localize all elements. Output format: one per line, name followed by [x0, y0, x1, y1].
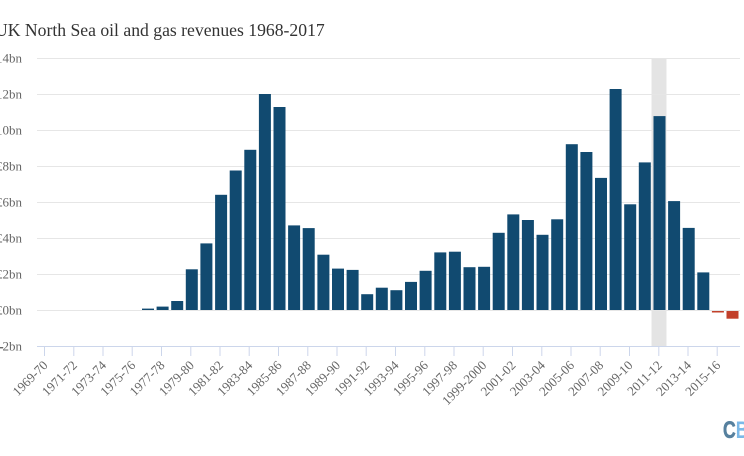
svg-text:£0bn: £0bn — [0, 303, 23, 318]
svg-text:£12bn: £12bn — [0, 87, 23, 102]
svg-text:£8bn: £8bn — [0, 159, 23, 174]
svg-text:CB: CB — [723, 416, 744, 444]
svg-text:£2bn: £2bn — [0, 267, 23, 282]
svg-text:UK North Sea oil and gas reven: UK North Sea oil and gas revenues 1968-2… — [0, 20, 325, 40]
svg-text:£10bn: £10bn — [0, 123, 23, 138]
svg-text:£6bn: £6bn — [0, 195, 23, 210]
svg-text:£14bn: £14bn — [0, 51, 23, 66]
svg-text:£4bn: £4bn — [0, 231, 23, 246]
svg-text:2bn: 2bn — [3, 339, 23, 354]
